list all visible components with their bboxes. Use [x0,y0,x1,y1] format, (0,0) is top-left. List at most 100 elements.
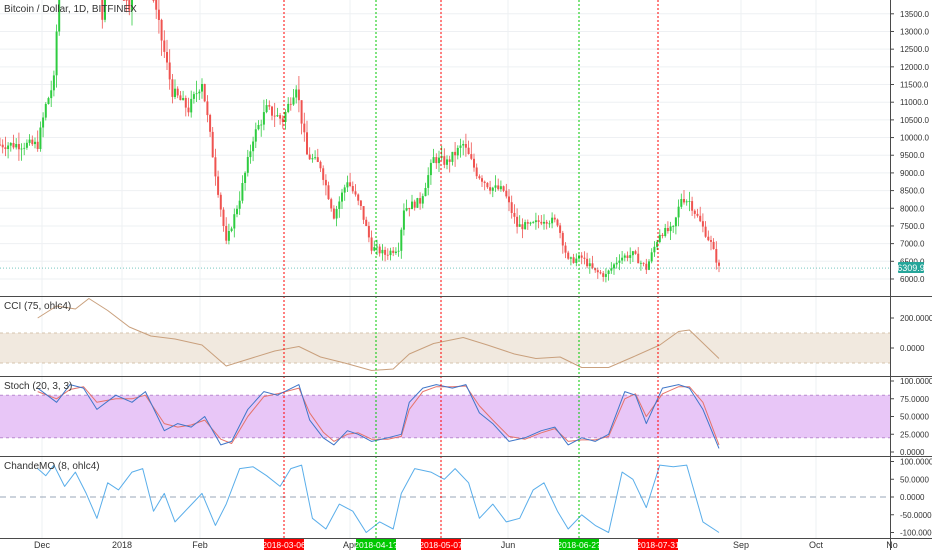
candle-up [58,0,61,32]
candle-up [287,103,290,112]
candle-down [163,40,166,52]
candle-down [319,161,322,169]
candle-up [190,98,193,113]
candle-down [602,273,605,277]
candle-down [281,118,284,122]
date-marker-tag-label: 2018-05-07 [419,540,463,550]
candle-down [365,219,368,226]
candle-down [31,139,34,145]
last-price-tag: 6309.9 [897,262,925,273]
candle-up [631,251,634,256]
candle-down [222,209,225,226]
candle-down [273,115,276,117]
candle-up [685,201,688,203]
candle-down [362,206,365,220]
candle-up [664,228,667,236]
candle-down [634,251,637,254]
time-axis[interactable]: Dec2018FebAprMayJunSepOctNo2018-03-06201… [34,539,898,550]
time-axis-label: 2018 [112,540,132,550]
candle-down [378,246,381,254]
candle-up [241,183,244,201]
candle-up [335,209,338,219]
candle-down [473,158,475,168]
price-axis-tick-label: 9500.0 [900,151,925,160]
candle-up [618,260,621,263]
candle-down [392,250,395,253]
candle-up [9,143,12,146]
candle-down [510,202,513,213]
candle-up [639,262,642,264]
candle-down [101,0,104,20]
candle-up [238,200,241,209]
candle-down [683,199,685,203]
candle-down [693,210,696,214]
candle-down [357,194,360,201]
stoch-pane-title: Stoch (20, 3, 3) [4,381,72,392]
price-axis-tick-label: 10500.0 [900,116,929,125]
candle-down [699,215,702,222]
candle-down [166,52,168,63]
candle-down [419,198,422,204]
candle-down [454,151,457,156]
price-axes[interactable]: 13500.0 13000.0 12500.0 12000.0 11500.0 11000… [890,10,932,538]
candle-up [446,159,448,165]
candle-up [438,157,440,164]
candle-down [580,255,583,258]
candle-up [607,270,610,274]
candle-down [187,107,190,113]
candle-down [327,185,330,200]
candle-up [198,91,201,94]
candle-down [516,216,519,227]
candle-up [265,105,268,113]
candle-down [1,144,4,148]
candle-down [219,194,222,210]
cmo-pane[interactable] [37,464,720,533]
price-axis-tick-label: 8500.0 [900,187,925,196]
candle-down [128,0,131,11]
candle-up [260,124,263,126]
price-pane[interactable] [0,0,890,283]
stoch-k-line [37,384,720,449]
candle-down [408,208,411,210]
candle-down [351,186,354,192]
price-axis-tick-label: 11500.0 [900,81,929,90]
candle-up [233,214,236,229]
price-axis-tick-label: 8000.0 [900,204,925,213]
candle-up [262,112,265,125]
price-axis-tick-label: 10000.0 [900,134,929,143]
candle-up [623,255,626,258]
candle-down [176,88,179,96]
date-marker-tag [421,539,461,550]
candle-up [292,97,295,105]
candle-down [289,103,292,105]
candle-up [400,229,403,251]
price-axis-tick-label: 13000.0 [900,27,929,36]
candle-down [467,147,470,154]
candle-down [279,115,282,119]
candle-down [184,98,187,108]
candle-down [718,262,720,266]
candle-up [20,148,23,150]
candle-up [621,257,624,261]
candle-up [459,145,462,148]
stoch-pane[interactable] [37,384,720,449]
candle-down [125,0,128,1]
price-axis-tick-label: 6000.0 [900,275,925,284]
stoch-axis-tick-label: 0.0000 [900,448,925,457]
candle-up [389,250,392,256]
candle-down [470,154,473,159]
cmo-axis-tick-label: 0.0000 [900,493,925,502]
candle-up [34,141,36,145]
candle-up [341,192,343,202]
cmo-axis-tick-label: 50.0000 [900,475,929,484]
cci-pane[interactable] [37,298,720,371]
time-axis-label: Oct [809,540,824,550]
candle-up [424,188,427,197]
candle-up [494,185,497,188]
candle-up [405,208,408,211]
date-marker-tag-label: 2018-03-06 [262,540,306,550]
candle-up [7,145,10,149]
